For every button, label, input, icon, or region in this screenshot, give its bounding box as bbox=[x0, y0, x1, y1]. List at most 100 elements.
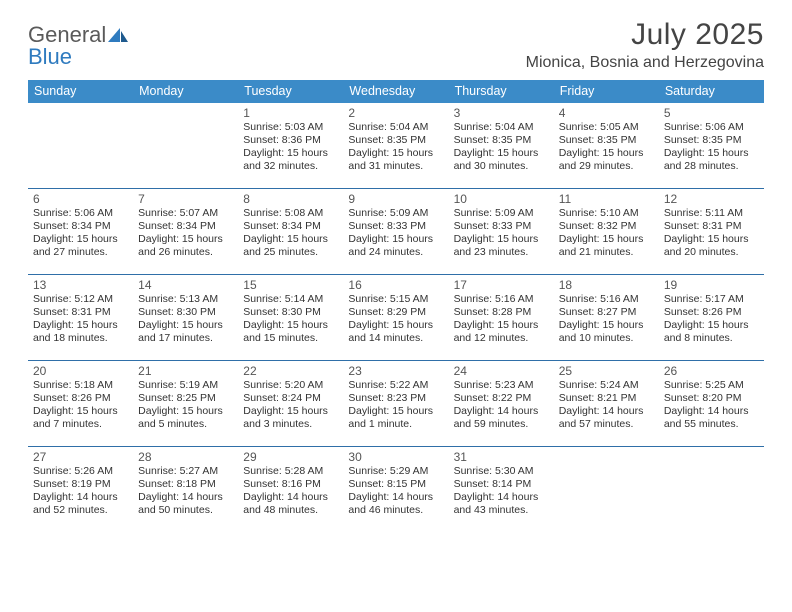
day-cell: 27Sunrise: 5:26 AMSunset: 8:19 PMDayligh… bbox=[28, 447, 133, 533]
day-cell: 25Sunrise: 5:24 AMSunset: 8:21 PMDayligh… bbox=[554, 361, 659, 446]
day-cell: 16Sunrise: 5:15 AMSunset: 8:29 PMDayligh… bbox=[343, 275, 448, 360]
day-cell: 22Sunrise: 5:20 AMSunset: 8:24 PMDayligh… bbox=[238, 361, 343, 446]
day-info: Sunrise: 5:03 AMSunset: 8:36 PMDaylight:… bbox=[243, 121, 338, 174]
day-number: 13 bbox=[33, 278, 128, 292]
sail-icon bbox=[108, 28, 128, 42]
day-info: Sunrise: 5:10 AMSunset: 8:32 PMDaylight:… bbox=[559, 207, 654, 260]
day-info: Sunrise: 5:17 AMSunset: 8:26 PMDaylight:… bbox=[664, 293, 759, 346]
day-cell: 1Sunrise: 5:03 AMSunset: 8:36 PMDaylight… bbox=[238, 103, 343, 188]
week-row: 20Sunrise: 5:18 AMSunset: 8:26 PMDayligh… bbox=[28, 361, 764, 447]
day-cell: 24Sunrise: 5:23 AMSunset: 8:22 PMDayligh… bbox=[449, 361, 554, 446]
day-info: Sunrise: 5:30 AMSunset: 8:14 PMDaylight:… bbox=[454, 465, 549, 518]
day-cell: 29Sunrise: 5:28 AMSunset: 8:16 PMDayligh… bbox=[238, 447, 343, 533]
weekday-label: Tuesday bbox=[238, 80, 343, 103]
day-cell: 20Sunrise: 5:18 AMSunset: 8:26 PMDayligh… bbox=[28, 361, 133, 446]
week-row: 1Sunrise: 5:03 AMSunset: 8:36 PMDaylight… bbox=[28, 103, 764, 189]
weekday-label: Monday bbox=[133, 80, 238, 103]
day-number: 18 bbox=[559, 278, 654, 292]
day-info: Sunrise: 5:18 AMSunset: 8:26 PMDaylight:… bbox=[33, 379, 128, 432]
day-cell: 18Sunrise: 5:16 AMSunset: 8:27 PMDayligh… bbox=[554, 275, 659, 360]
day-cell: 7Sunrise: 5:07 AMSunset: 8:34 PMDaylight… bbox=[133, 189, 238, 274]
day-info: Sunrise: 5:14 AMSunset: 8:30 PMDaylight:… bbox=[243, 293, 338, 346]
day-number: 16 bbox=[348, 278, 443, 292]
weeks-container: 1Sunrise: 5:03 AMSunset: 8:36 PMDaylight… bbox=[28, 103, 764, 533]
logo-text: General Blue bbox=[28, 24, 128, 68]
day-number: 14 bbox=[138, 278, 233, 292]
day-cell: 17Sunrise: 5:16 AMSunset: 8:28 PMDayligh… bbox=[449, 275, 554, 360]
day-number: 4 bbox=[559, 106, 654, 120]
day-number: 30 bbox=[348, 450, 443, 464]
day-cell: 26Sunrise: 5:25 AMSunset: 8:20 PMDayligh… bbox=[659, 361, 764, 446]
day-cell: 3Sunrise: 5:04 AMSunset: 8:35 PMDaylight… bbox=[449, 103, 554, 188]
day-info: Sunrise: 5:12 AMSunset: 8:31 PMDaylight:… bbox=[33, 293, 128, 346]
weekday-label: Thursday bbox=[449, 80, 554, 103]
day-info: Sunrise: 5:09 AMSunset: 8:33 PMDaylight:… bbox=[348, 207, 443, 260]
day-info: Sunrise: 5:29 AMSunset: 8:15 PMDaylight:… bbox=[348, 465, 443, 518]
day-number: 11 bbox=[559, 192, 654, 206]
day-cell: 21Sunrise: 5:19 AMSunset: 8:25 PMDayligh… bbox=[133, 361, 238, 446]
location: Mionica, Bosnia and Herzegovina bbox=[526, 54, 764, 72]
weekday-header: SundayMondayTuesdayWednesdayThursdayFrid… bbox=[28, 80, 764, 103]
day-number: 2 bbox=[348, 106, 443, 120]
day-cell: 6Sunrise: 5:06 AMSunset: 8:34 PMDaylight… bbox=[28, 189, 133, 274]
day-cell: 15Sunrise: 5:14 AMSunset: 8:30 PMDayligh… bbox=[238, 275, 343, 360]
day-info: Sunrise: 5:22 AMSunset: 8:23 PMDaylight:… bbox=[348, 379, 443, 432]
day-info: Sunrise: 5:19 AMSunset: 8:25 PMDaylight:… bbox=[138, 379, 233, 432]
day-number: 28 bbox=[138, 450, 233, 464]
day-cell: 31Sunrise: 5:30 AMSunset: 8:14 PMDayligh… bbox=[449, 447, 554, 533]
day-cell bbox=[659, 447, 764, 533]
day-info: Sunrise: 5:05 AMSunset: 8:35 PMDaylight:… bbox=[559, 121, 654, 174]
day-info: Sunrise: 5:28 AMSunset: 8:16 PMDaylight:… bbox=[243, 465, 338, 518]
day-number: 21 bbox=[138, 364, 233, 378]
day-number: 19 bbox=[664, 278, 759, 292]
day-number: 31 bbox=[454, 450, 549, 464]
day-info: Sunrise: 5:26 AMSunset: 8:19 PMDaylight:… bbox=[33, 465, 128, 518]
week-row: 6Sunrise: 5:06 AMSunset: 8:34 PMDaylight… bbox=[28, 189, 764, 275]
calendar: SundayMondayTuesdayWednesdayThursdayFrid… bbox=[28, 80, 764, 533]
day-number: 20 bbox=[33, 364, 128, 378]
logo-word-2: Blue bbox=[28, 44, 72, 69]
day-cell: 14Sunrise: 5:13 AMSunset: 8:30 PMDayligh… bbox=[133, 275, 238, 360]
day-info: Sunrise: 5:15 AMSunset: 8:29 PMDaylight:… bbox=[348, 293, 443, 346]
day-info: Sunrise: 5:07 AMSunset: 8:34 PMDaylight:… bbox=[138, 207, 233, 260]
month-title: July 2025 bbox=[526, 18, 764, 52]
day-number: 9 bbox=[348, 192, 443, 206]
day-info: Sunrise: 5:08 AMSunset: 8:34 PMDaylight:… bbox=[243, 207, 338, 260]
day-number: 12 bbox=[664, 192, 759, 206]
day-number: 22 bbox=[243, 364, 338, 378]
day-number: 24 bbox=[454, 364, 549, 378]
day-number: 5 bbox=[664, 106, 759, 120]
day-cell bbox=[28, 103, 133, 188]
day-info: Sunrise: 5:16 AMSunset: 8:27 PMDaylight:… bbox=[559, 293, 654, 346]
weekday-label: Friday bbox=[554, 80, 659, 103]
day-number: 8 bbox=[243, 192, 338, 206]
day-cell: 9Sunrise: 5:09 AMSunset: 8:33 PMDaylight… bbox=[343, 189, 448, 274]
day-cell bbox=[133, 103, 238, 188]
day-info: Sunrise: 5:04 AMSunset: 8:35 PMDaylight:… bbox=[348, 121, 443, 174]
day-cell: 10Sunrise: 5:09 AMSunset: 8:33 PMDayligh… bbox=[449, 189, 554, 274]
day-cell: 5Sunrise: 5:06 AMSunset: 8:35 PMDaylight… bbox=[659, 103, 764, 188]
day-info: Sunrise: 5:27 AMSunset: 8:18 PMDaylight:… bbox=[138, 465, 233, 518]
day-info: Sunrise: 5:25 AMSunset: 8:20 PMDaylight:… bbox=[664, 379, 759, 432]
day-number: 17 bbox=[454, 278, 549, 292]
day-number: 7 bbox=[138, 192, 233, 206]
day-info: Sunrise: 5:09 AMSunset: 8:33 PMDaylight:… bbox=[454, 207, 549, 260]
day-number: 29 bbox=[243, 450, 338, 464]
day-cell: 19Sunrise: 5:17 AMSunset: 8:26 PMDayligh… bbox=[659, 275, 764, 360]
day-number: 26 bbox=[664, 364, 759, 378]
day-number: 25 bbox=[559, 364, 654, 378]
week-row: 27Sunrise: 5:26 AMSunset: 8:19 PMDayligh… bbox=[28, 447, 764, 533]
day-cell: 12Sunrise: 5:11 AMSunset: 8:31 PMDayligh… bbox=[659, 189, 764, 274]
day-number: 1 bbox=[243, 106, 338, 120]
day-cell: 4Sunrise: 5:05 AMSunset: 8:35 PMDaylight… bbox=[554, 103, 659, 188]
weekday-label: Sunday bbox=[28, 80, 133, 103]
day-cell bbox=[554, 447, 659, 533]
day-info: Sunrise: 5:20 AMSunset: 8:24 PMDaylight:… bbox=[243, 379, 338, 432]
weekday-label: Wednesday bbox=[343, 80, 448, 103]
day-cell: 28Sunrise: 5:27 AMSunset: 8:18 PMDayligh… bbox=[133, 447, 238, 533]
week-row: 13Sunrise: 5:12 AMSunset: 8:31 PMDayligh… bbox=[28, 275, 764, 361]
day-cell: 8Sunrise: 5:08 AMSunset: 8:34 PMDaylight… bbox=[238, 189, 343, 274]
day-number: 3 bbox=[454, 106, 549, 120]
day-info: Sunrise: 5:23 AMSunset: 8:22 PMDaylight:… bbox=[454, 379, 549, 432]
day-info: Sunrise: 5:13 AMSunset: 8:30 PMDaylight:… bbox=[138, 293, 233, 346]
